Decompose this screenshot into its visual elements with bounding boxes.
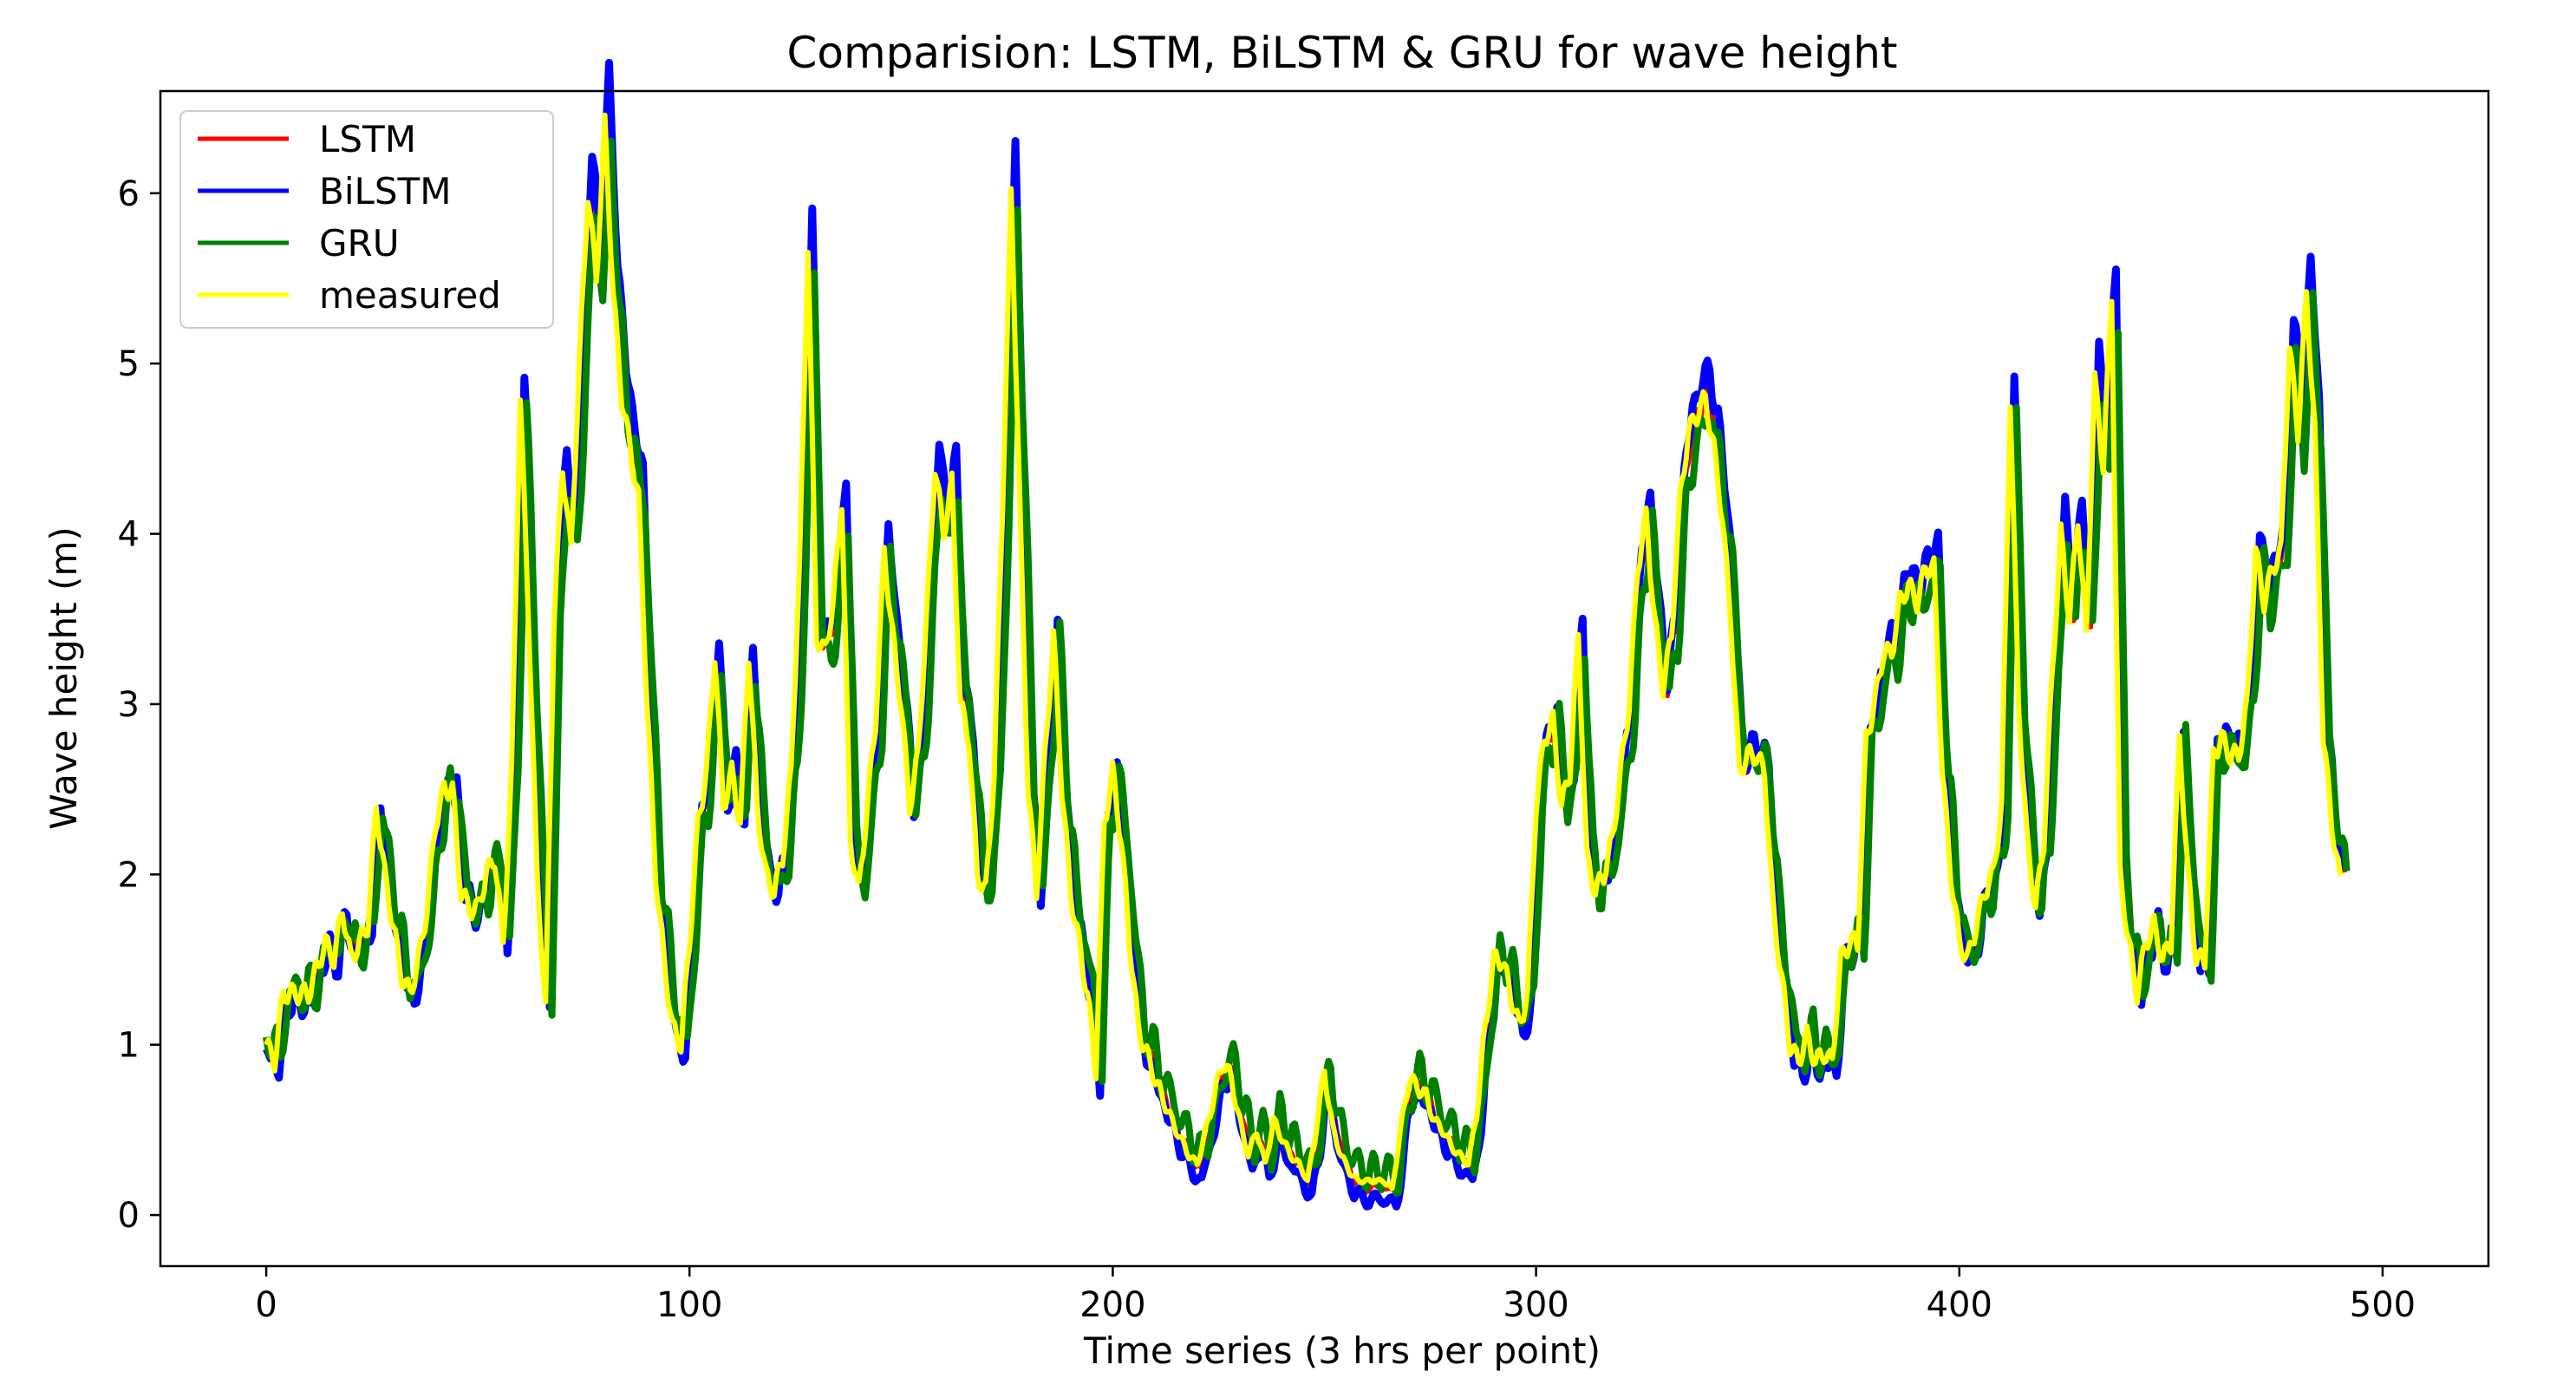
- x-tick-label: 500: [2350, 1285, 2416, 1325]
- x-tick-label: 200: [1079, 1285, 1145, 1325]
- x-axis: 0 100 200 300 400 500: [255, 1266, 2416, 1325]
- y-tick-label: 3: [118, 685, 140, 725]
- x-tick-label: 100: [656, 1285, 722, 1325]
- y-tick-label: 1: [118, 1026, 140, 1066]
- legend-label-gru: GRU: [319, 222, 399, 264]
- series-layer: [263, 58, 2351, 1211]
- legend-box: [179, 110, 554, 329]
- y-tick-label: 4: [118, 515, 140, 555]
- y-axis: 0 1 2 3 4 5 6: [118, 174, 160, 1236]
- x-tick-label: 400: [1927, 1285, 1992, 1325]
- plot-frame: [159, 89, 2490, 1268]
- y-tick-label: 0: [118, 1196, 140, 1236]
- chart-title: Comparision: LSTM, BiLSTM & GRU for wave…: [786, 28, 1897, 78]
- x-tick-label: 0: [255, 1285, 277, 1325]
- legend-label-lstm: LSTM: [319, 118, 416, 160]
- legend-label-bilstm: BiLSTM: [319, 170, 451, 212]
- y-tick-label: 2: [118, 855, 140, 895]
- legend: LSTM BiLSTM GRU measured: [179, 110, 554, 329]
- x-axis-label: Time series (3 hrs per point): [1083, 1329, 1601, 1372]
- legend-label-measured: measured: [319, 274, 501, 317]
- y-tick-label: 5: [118, 344, 140, 384]
- y-tick-label: 6: [118, 174, 140, 214]
- x-tick-label: 300: [1503, 1285, 1568, 1325]
- y-axis-label: Wave height (m): [42, 526, 85, 830]
- series-line-measured: [264, 112, 2344, 1192]
